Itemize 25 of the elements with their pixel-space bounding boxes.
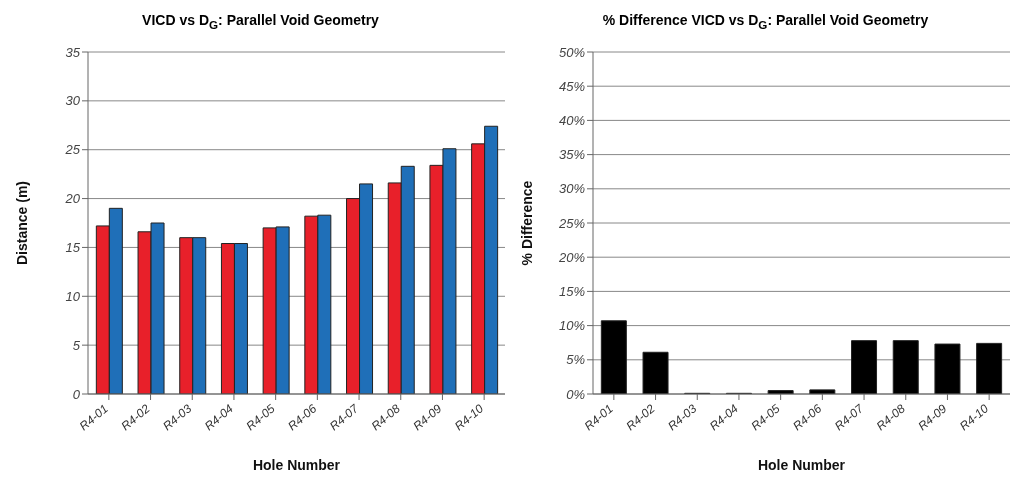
x-axis-title: Hole Number <box>252 457 341 473</box>
y-tick-label: 10% <box>558 318 585 334</box>
y-tick-label: 25% <box>557 215 585 231</box>
y-tick-label: 30% <box>558 181 585 197</box>
y-tick-label: 20% <box>557 249 585 265</box>
y-tick-label: 10 <box>65 288 81 304</box>
x-axis-title: Hole Number <box>757 457 846 473</box>
y-tick-label: 5 <box>72 337 81 353</box>
y-tick-label: 0% <box>566 386 585 402</box>
y-tick-label: 5% <box>566 352 585 368</box>
y-tick-label: 0 <box>72 386 81 402</box>
chart-title: VICD vs D$_{G}$: Parallel Void Geometry <box>141 11 380 33</box>
y-tick-label: 45% <box>558 78 585 94</box>
y-tick-label: 35% <box>558 147 585 163</box>
y-tick-label: 15% <box>558 284 585 300</box>
y-axis-title: Distance (m) <box>13 180 30 266</box>
y-tick-label: 35 <box>65 44 81 60</box>
chart-title: % Difference VICD vs D$_{G}$: Parallel Void Geometry <box>601 11 930 33</box>
y-tick-label: 30 <box>65 93 81 109</box>
y-tick-label: 40% <box>558 113 585 129</box>
y-tick-label: 15 <box>65 240 81 256</box>
y-axis-title: % Difference <box>518 180 535 266</box>
y-tick-label: 20 <box>64 191 81 207</box>
y-tick-label: 50% <box>558 44 585 60</box>
y-tick-label: 25 <box>64 142 81 158</box>
